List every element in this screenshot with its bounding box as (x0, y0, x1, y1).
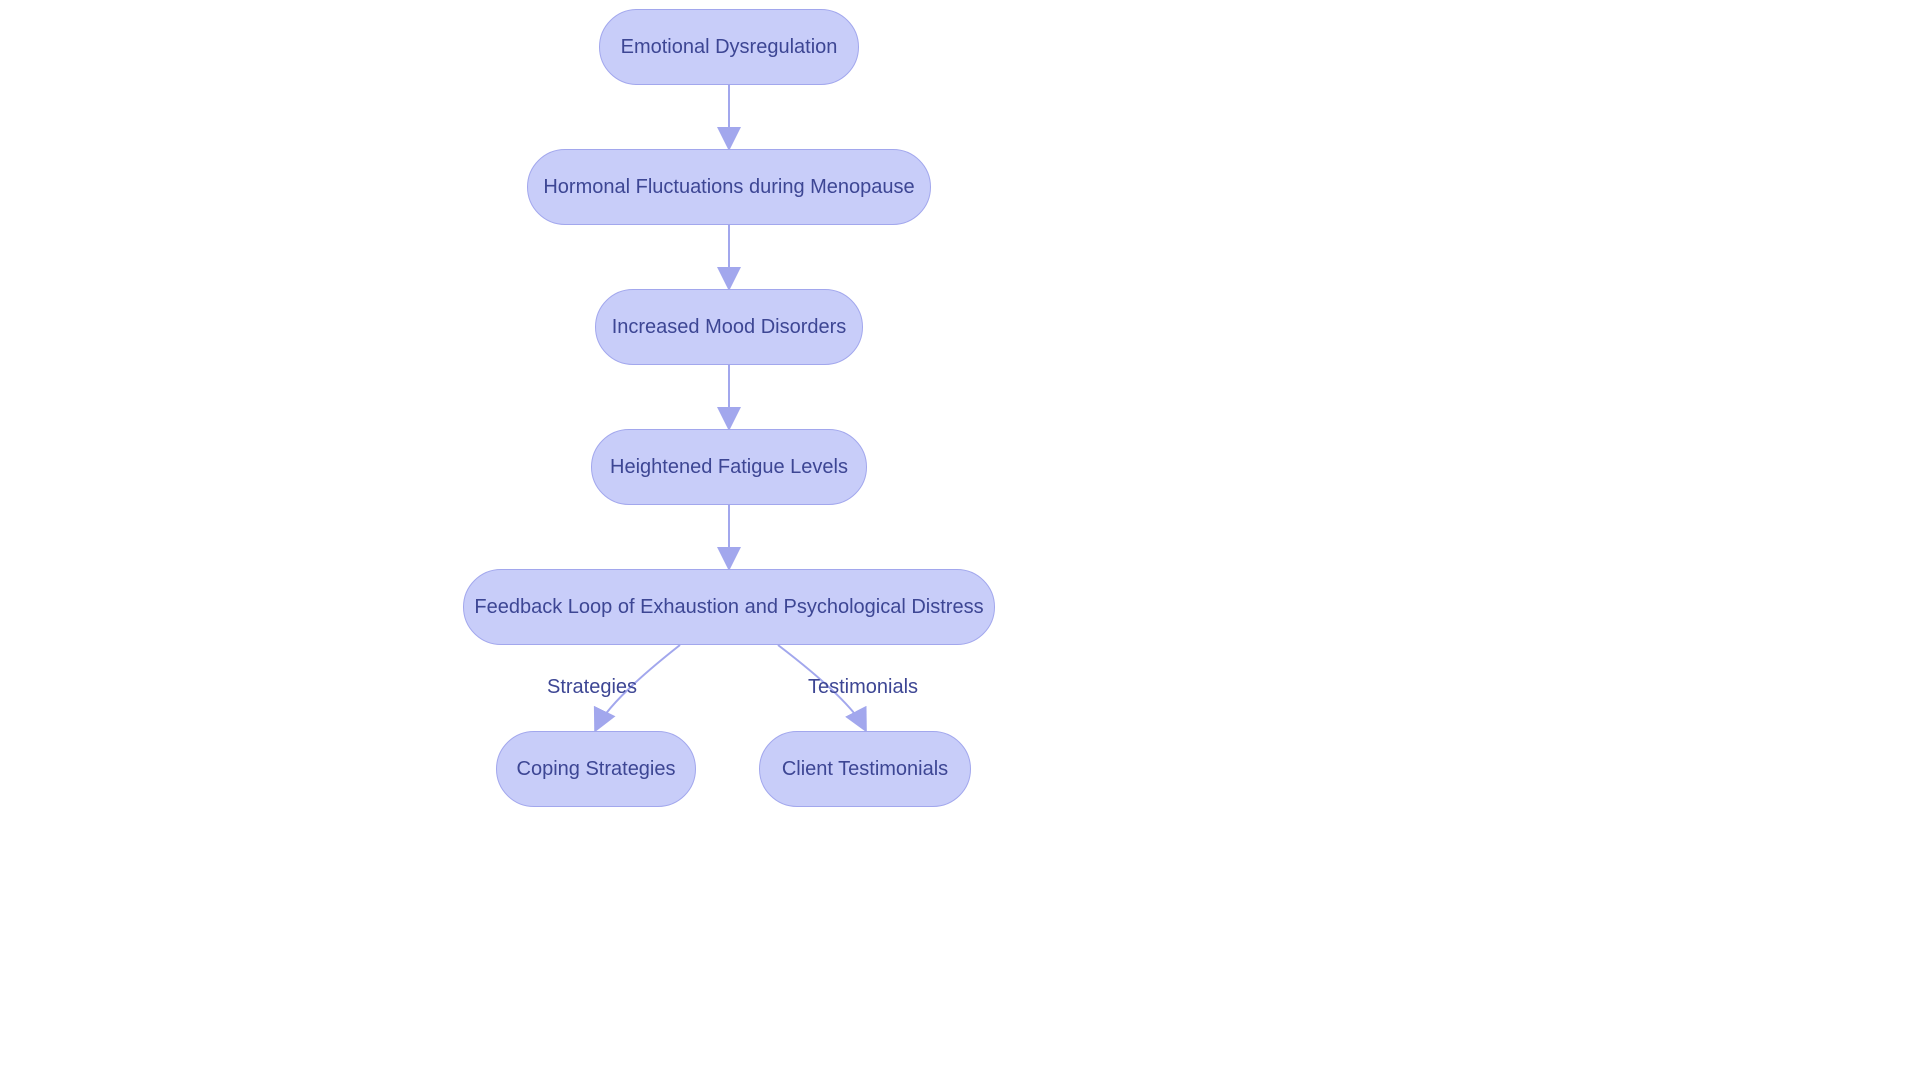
edge-label-strategies: Strategies (547, 676, 637, 699)
edge-label-text: Strategies (547, 676, 637, 698)
node-feedback-loop: Feedback Loop of Exhaustion and Psycholo… (463, 569, 995, 645)
edge-label-testimonials: Testimonials (808, 676, 918, 699)
node-label: Coping Strategies (517, 758, 676, 781)
node-mood-disorders: Increased Mood Disorders (595, 289, 863, 365)
node-label: Increased Mood Disorders (612, 316, 847, 339)
flowchart-edges (0, 0, 1920, 1083)
node-client-testimonials: Client Testimonials (759, 731, 971, 807)
node-label: Feedback Loop of Exhaustion and Psycholo… (474, 596, 983, 619)
node-emotional-dysregulation: Emotional Dysregulation (599, 9, 859, 85)
node-label: Client Testimonials (782, 758, 948, 781)
node-label: Heightened Fatigue Levels (610, 456, 848, 479)
node-label: Emotional Dysregulation (621, 36, 838, 59)
edge-label-text: Testimonials (808, 676, 918, 698)
node-hormonal-fluctuations: Hormonal Fluctuations during Menopause (527, 149, 931, 225)
node-fatigue-levels: Heightened Fatigue Levels (591, 429, 867, 505)
node-coping-strategies: Coping Strategies (496, 731, 696, 807)
node-label: Hormonal Fluctuations during Menopause (543, 176, 914, 199)
